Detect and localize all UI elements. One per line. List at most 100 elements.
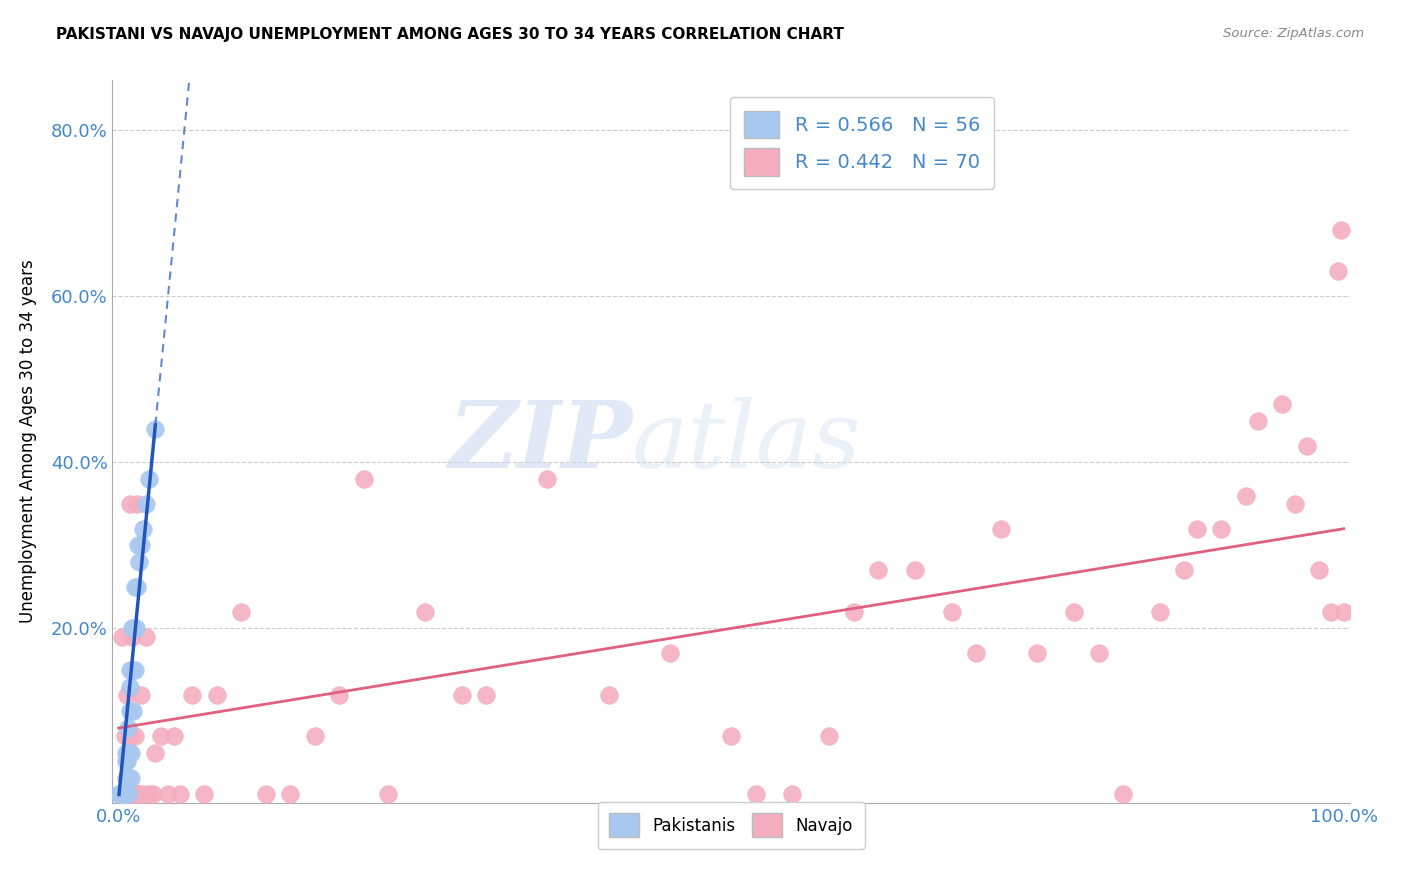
Point xyxy=(658,646,681,660)
Point xyxy=(129,538,152,552)
Point xyxy=(1211,522,1233,536)
Text: PAKISTANI VS NAVAJO UNEMPLOYMENT AMONG AGES 30 TO 34 YEARS CORRELATION CHART: PAKISTANI VS NAVAJO UNEMPLOYMENT AMONG A… xyxy=(56,27,844,42)
Point xyxy=(328,688,350,702)
Point xyxy=(163,730,186,744)
Point xyxy=(169,788,191,802)
Point xyxy=(127,788,149,802)
Point xyxy=(744,788,766,802)
Point xyxy=(1296,439,1319,453)
Point xyxy=(1185,522,1208,536)
Point xyxy=(120,788,142,802)
Text: ZIP: ZIP xyxy=(449,397,633,486)
Point xyxy=(1173,563,1195,577)
Text: Source: ZipAtlas.com: Source: ZipAtlas.com xyxy=(1223,27,1364,40)
Point xyxy=(117,788,139,802)
Point xyxy=(107,788,129,802)
Point xyxy=(475,688,498,702)
Point xyxy=(1284,497,1306,511)
Point xyxy=(1330,223,1353,237)
Point xyxy=(720,730,742,744)
Point xyxy=(122,705,145,719)
Point xyxy=(150,730,173,744)
Point xyxy=(118,730,141,744)
Point xyxy=(111,788,134,802)
Point xyxy=(114,788,136,802)
Point xyxy=(114,788,136,802)
Point xyxy=(120,746,142,760)
Point xyxy=(111,630,134,644)
Point xyxy=(125,497,148,511)
Point xyxy=(124,580,146,594)
Point xyxy=(112,788,135,802)
Point xyxy=(125,580,148,594)
Point xyxy=(114,788,136,802)
Point xyxy=(818,730,841,744)
Point xyxy=(115,788,138,802)
Point xyxy=(111,788,134,802)
Point xyxy=(111,788,134,802)
Point xyxy=(111,788,134,802)
Point xyxy=(112,788,135,802)
Point xyxy=(1063,605,1085,619)
Point xyxy=(868,563,890,577)
Point xyxy=(353,472,375,486)
Text: atlas: atlas xyxy=(633,397,862,486)
Point xyxy=(965,646,987,660)
Point xyxy=(111,788,134,802)
Point xyxy=(254,788,277,802)
Point xyxy=(115,788,138,802)
Point xyxy=(107,788,129,802)
Point xyxy=(142,788,165,802)
Legend: Pakistanis, Navajo: Pakistanis, Navajo xyxy=(598,802,865,848)
Point xyxy=(782,788,804,802)
Point xyxy=(1234,489,1257,503)
Point xyxy=(138,788,160,802)
Point xyxy=(1271,397,1294,411)
Point xyxy=(1149,605,1171,619)
Point xyxy=(117,771,139,785)
Point xyxy=(111,788,134,802)
Point xyxy=(135,630,157,644)
Point xyxy=(278,788,301,802)
Point xyxy=(205,688,228,702)
Point xyxy=(135,497,157,511)
Point xyxy=(111,788,134,802)
Point xyxy=(112,788,135,802)
Point xyxy=(117,746,139,760)
Point xyxy=(120,788,142,802)
Point xyxy=(121,630,143,644)
Point xyxy=(1112,788,1135,802)
Point xyxy=(114,788,136,802)
Point xyxy=(1026,646,1049,660)
Point xyxy=(1087,646,1109,660)
Point xyxy=(1308,563,1330,577)
Point xyxy=(121,663,143,677)
Point xyxy=(114,730,136,744)
Point xyxy=(115,754,138,768)
Point xyxy=(124,663,146,677)
Point xyxy=(598,688,620,702)
Point xyxy=(1326,264,1348,278)
Point xyxy=(127,538,149,552)
Point xyxy=(120,705,142,719)
Point xyxy=(118,680,141,694)
Point xyxy=(129,688,152,702)
Point xyxy=(450,688,472,702)
Point xyxy=(132,788,155,802)
Point xyxy=(115,688,138,702)
Point xyxy=(128,788,150,802)
Point xyxy=(413,605,436,619)
Point xyxy=(114,788,136,802)
Point xyxy=(132,522,155,536)
Point xyxy=(115,754,138,768)
Point xyxy=(114,788,136,802)
Point xyxy=(143,746,166,760)
Point xyxy=(121,621,143,635)
Point xyxy=(377,788,399,802)
Point xyxy=(143,422,166,436)
Point xyxy=(1320,605,1343,619)
Point xyxy=(114,788,136,802)
Point xyxy=(990,522,1012,536)
Point xyxy=(110,788,132,802)
Point xyxy=(112,788,135,802)
